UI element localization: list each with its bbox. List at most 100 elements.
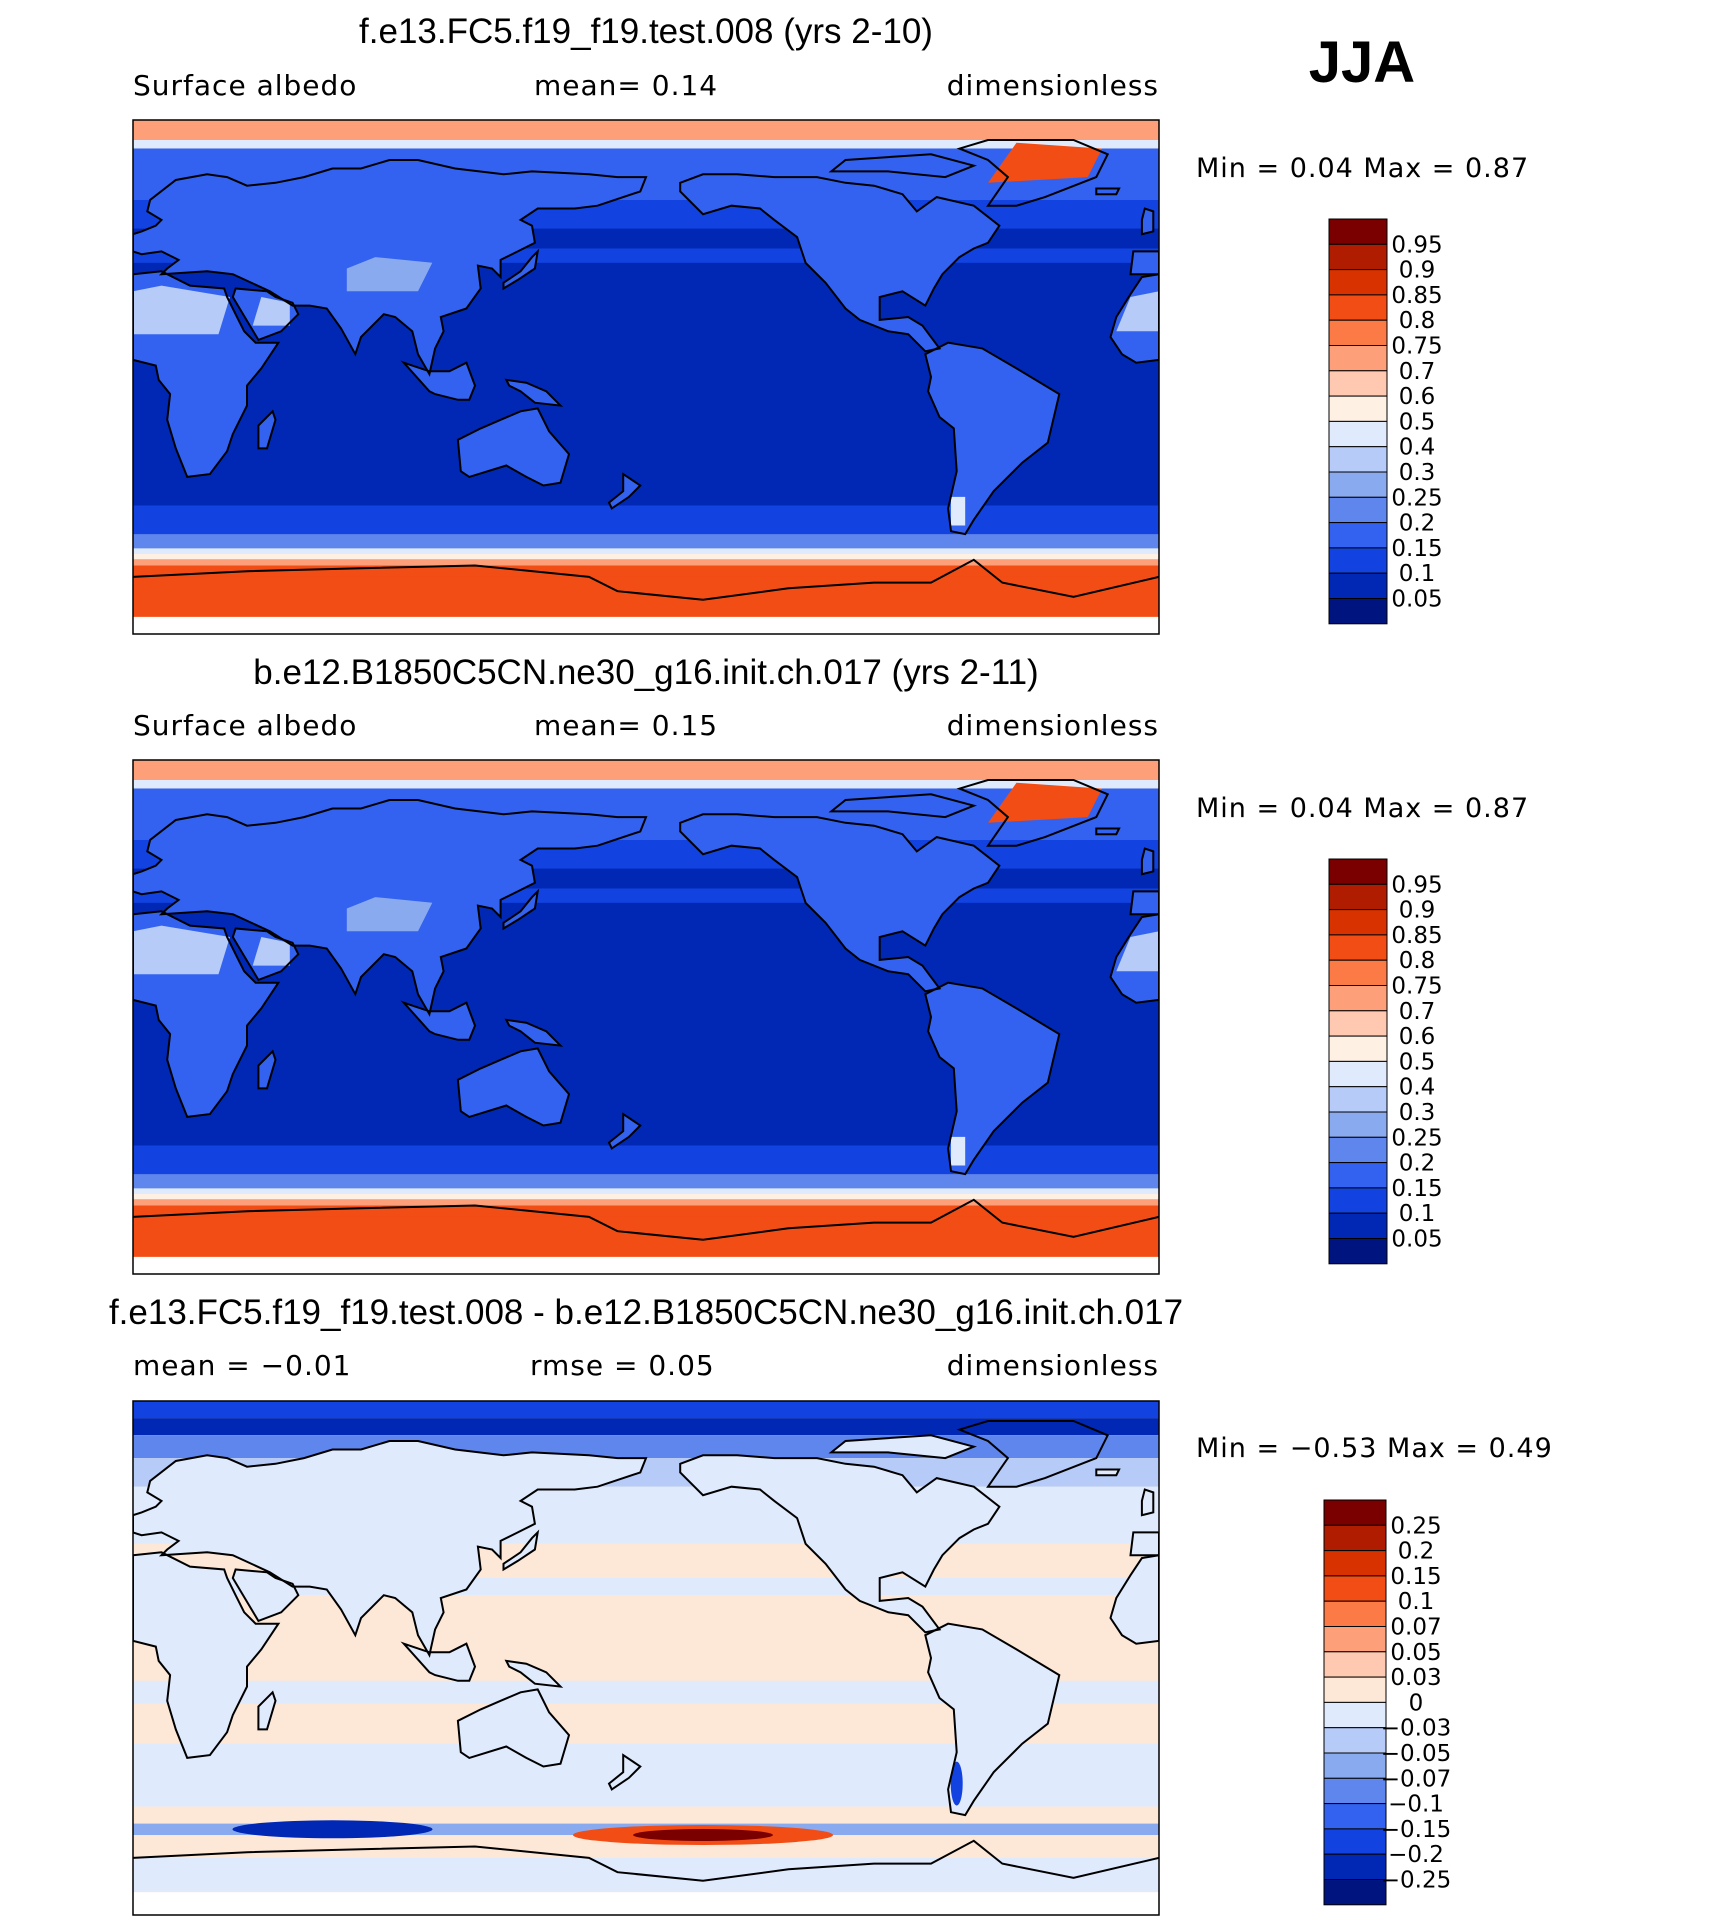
coastline-uk xyxy=(1140,1488,1155,1517)
land-westAfrica xyxy=(1110,1555,1159,1644)
coastline-canadaIslands xyxy=(828,153,977,179)
colorbar-tick-label: 0.6 xyxy=(1399,384,1436,410)
coastline-iberia xyxy=(1129,1531,1159,1557)
land-iberia xyxy=(1130,1532,1159,1556)
colorbar-tick-label: 0.5 xyxy=(1399,409,1436,435)
colorbar-tick-label: 0.2 xyxy=(1399,511,1436,537)
colorbar-tick-label: 0.15 xyxy=(1390,1564,1441,1590)
season-label: JJA xyxy=(1309,30,1415,95)
colorbar-segment xyxy=(1328,858,1388,885)
coastline-antarctica xyxy=(133,558,1159,601)
colorbar-tick-label: 0.1 xyxy=(1399,1201,1436,1227)
colorbar-tick-label: 0.95 xyxy=(1391,872,1442,898)
panel-2: b.e12.B1850C5CN.ne30_g16.init.ch.017 (yr… xyxy=(132,653,1529,1275)
min-max-label: Min = 0.04 Max = 0.87 xyxy=(1196,793,1529,824)
colorbar-tick-label: 0.05 xyxy=(1390,1640,1441,1666)
land-madagascar xyxy=(258,1692,276,1730)
colorbar-tick-label: 0.6 xyxy=(1399,1024,1436,1050)
land-southAmerica xyxy=(925,342,1060,535)
coastline-antarctica xyxy=(133,1839,1159,1882)
land-nz xyxy=(609,474,641,509)
coastline-southAmerica xyxy=(924,341,1061,536)
coastline-iceland xyxy=(1095,1468,1121,1477)
negative-anomaly-andes xyxy=(950,1761,963,1806)
sea-ice-edge-2 xyxy=(133,554,1159,560)
arabian-desert xyxy=(252,937,290,966)
middle-label: mean= 0.14 xyxy=(534,69,718,102)
colorbar-tick-label: 0.9 xyxy=(1399,258,1436,284)
colorbar-segment xyxy=(1328,294,1388,321)
colorbar-segment xyxy=(1323,1727,1387,1754)
coastline-arabia xyxy=(231,927,300,982)
land-uk xyxy=(1141,208,1154,235)
coastline-iceland xyxy=(1095,827,1121,836)
colorbar-tick-label: 0.75 xyxy=(1391,974,1442,1000)
colorbar-segment xyxy=(1323,1803,1387,1830)
colorbar-segment xyxy=(1323,1651,1387,1678)
colorbar-segment xyxy=(1328,598,1388,625)
min-max-label: Min = 0.04 Max = 0.87 xyxy=(1196,153,1529,184)
colorbar-segment xyxy=(1328,1060,1388,1088)
coastline-japan xyxy=(502,1529,540,1572)
left-label: Surface albedo xyxy=(133,709,357,742)
panel-3: f.e13.FC5.f19_f19.test.008 - b.e12.B1850… xyxy=(109,1293,1552,1916)
colorbar-tick-label: 0.15 xyxy=(1391,536,1442,562)
land-indonesia xyxy=(403,1643,475,1681)
coastline-westAfrica xyxy=(1109,913,1159,1004)
colorbar-segment xyxy=(1328,319,1388,347)
coastline-newGuinea xyxy=(504,1659,564,1688)
tibet-region xyxy=(346,897,433,932)
colorbar: 0.950.90.850.80.750.70.60.50.40.30.250.2… xyxy=(1328,858,1443,1265)
positive-anomaly-core xyxy=(633,1829,773,1841)
greenland-ice xyxy=(988,142,1102,183)
colorbar-tick-label: 0 xyxy=(1409,1690,1424,1716)
land-uk xyxy=(1141,1489,1154,1516)
land-nz xyxy=(609,1114,641,1149)
colorbar-segment xyxy=(1328,1238,1388,1265)
map-field xyxy=(133,1401,1159,1915)
land-australia xyxy=(457,1048,569,1126)
coastline-newGuinea xyxy=(504,1018,564,1047)
colorbar-tick-label: 0.8 xyxy=(1399,948,1436,974)
colorbar-tick-label: 0.1 xyxy=(1399,561,1436,587)
colorbar-segment xyxy=(1323,1879,1387,1906)
colorbar-tick-label: −0.1 xyxy=(1388,1792,1444,1818)
sahara-west-region xyxy=(1116,291,1159,332)
colorbar-tick-label: 0.25 xyxy=(1391,1125,1442,1151)
sahara-west-region xyxy=(1116,931,1159,972)
coastline-northAmerica xyxy=(679,173,1001,353)
land-iceland xyxy=(1096,1469,1120,1476)
coastline-nz xyxy=(607,1753,642,1791)
coastline-northAmerica xyxy=(679,1454,1001,1634)
colorbar-segment xyxy=(1328,243,1388,271)
antarctic-ice xyxy=(133,1216,1159,1257)
arctic-diff-1 xyxy=(133,1401,1159,1419)
land-newGuinea xyxy=(506,1019,561,1046)
colorbar-tick-label: 0.1 xyxy=(1398,1589,1435,1615)
coastline-nz xyxy=(607,472,642,510)
colorbar-segment xyxy=(1328,395,1388,422)
antarctic-ice xyxy=(133,576,1159,617)
land-australia xyxy=(457,408,569,486)
coastline-eurasia xyxy=(133,799,648,1017)
colorbar-tick-label: −0.05 xyxy=(1381,1741,1451,1767)
map-field xyxy=(133,760,1159,1274)
coastline-africa xyxy=(133,270,281,478)
map-frame xyxy=(132,119,1160,635)
sea-ice-edge-1 xyxy=(133,548,1159,554)
coastline-canadaIslands xyxy=(828,1434,977,1460)
units-label: dimensionless xyxy=(947,709,1159,742)
land-newGuinea xyxy=(506,379,561,406)
colorbar-segment xyxy=(1328,1187,1388,1214)
colorbar-segment xyxy=(1328,1010,1388,1037)
land-newGuinea xyxy=(506,1660,561,1687)
colorbar-tick-label: 0.85 xyxy=(1391,283,1442,309)
colorbar-segment xyxy=(1323,1550,1387,1577)
coastline-antarctica xyxy=(133,1198,1159,1241)
colorbar-tick-label: 0.7 xyxy=(1399,999,1436,1025)
sahara-region xyxy=(133,925,230,975)
arctic-ice-band xyxy=(133,760,1159,780)
colorbar-segment xyxy=(1328,547,1388,574)
land-iceland xyxy=(1096,828,1120,835)
coastline-africa xyxy=(133,1551,281,1759)
